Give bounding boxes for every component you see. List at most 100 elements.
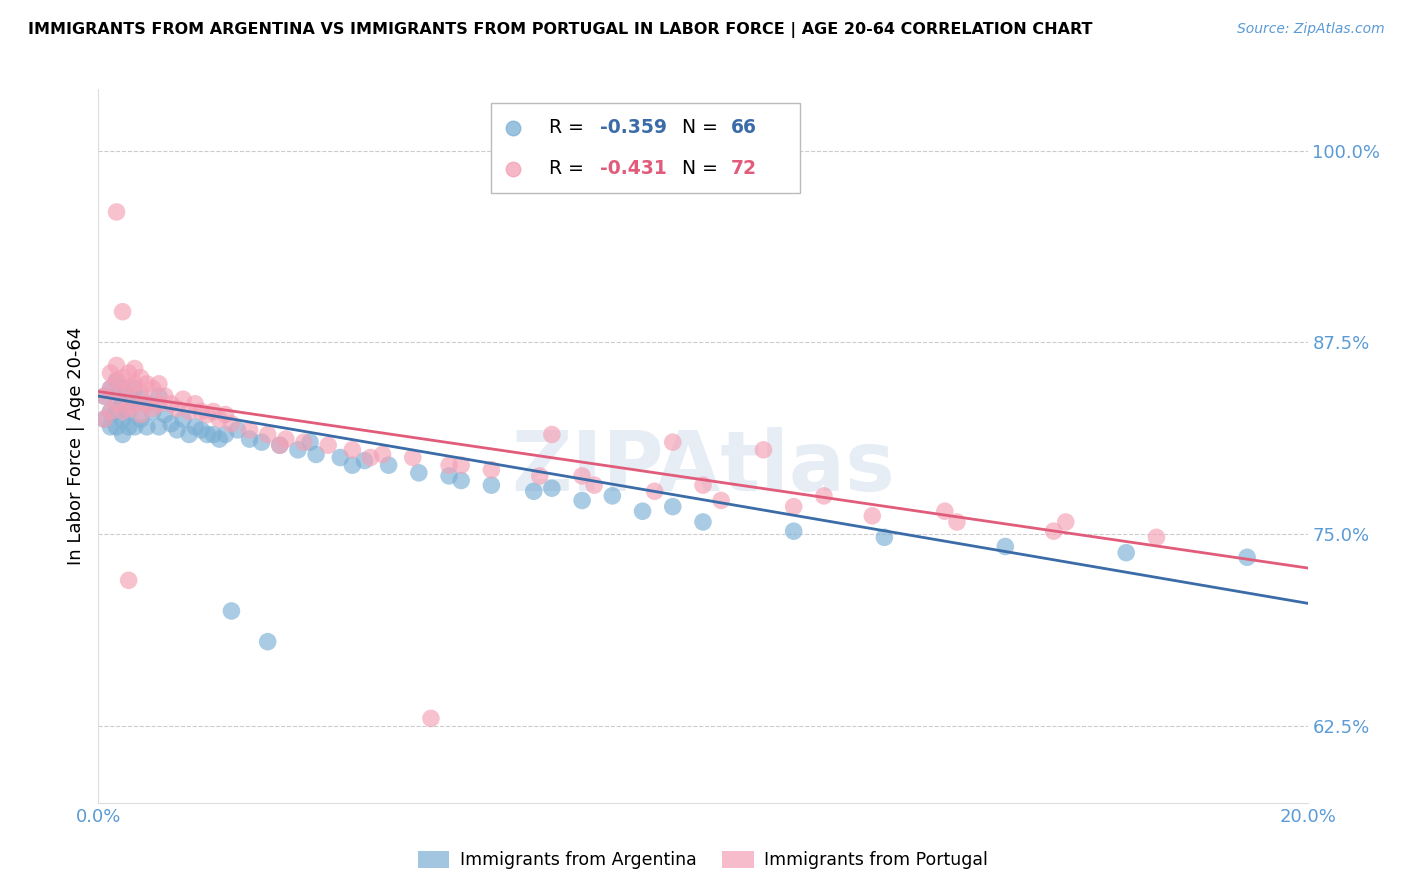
Point [148, 389, 170, 403]
Point [100, 419, 122, 434]
Point [250, 435, 273, 450]
Point [1115, 546, 1137, 560]
Point [195, 427, 218, 442]
Point [124, 397, 146, 411]
Point [118, 419, 141, 434]
Point [1236, 550, 1258, 565]
Text: 72: 72 [731, 159, 756, 178]
Point [329, 450, 352, 465]
Point [93, 412, 115, 426]
Text: -0.359: -0.359 [600, 118, 668, 137]
Point [142, 404, 165, 418]
Point [934, 504, 956, 518]
Point [202, 427, 225, 442]
Point [105, 205, 128, 219]
Point [135, 376, 157, 391]
Point [111, 304, 134, 318]
Point [166, 401, 188, 416]
Point [105, 397, 128, 411]
Point [195, 408, 218, 422]
Point [160, 417, 183, 431]
Text: 66: 66 [731, 118, 756, 137]
Point [692, 478, 714, 492]
Point [274, 432, 297, 446]
Point [226, 423, 249, 437]
Point [100, 404, 122, 418]
Point [124, 419, 146, 434]
Point [135, 397, 157, 411]
Point [124, 397, 146, 411]
Point [111, 404, 134, 418]
Point [124, 376, 146, 391]
Point [111, 412, 134, 426]
Point [692, 515, 714, 529]
Point [177, 427, 201, 442]
Point [93, 389, 115, 403]
Point [118, 381, 141, 395]
Point [118, 574, 141, 588]
Point [523, 484, 546, 499]
Point [111, 386, 134, 401]
Text: R =: R = [550, 159, 591, 178]
Point [377, 458, 399, 473]
Point [813, 489, 835, 503]
Point [142, 401, 165, 416]
Point [111, 370, 134, 384]
Point [299, 435, 322, 450]
Point [529, 469, 551, 483]
Text: IMMIGRANTS FROM ARGENTINA VS IMMIGRANTS FROM PORTUGAL IN LABOR FORCE | AGE 20-64: IMMIGRANTS FROM ARGENTINA VS IMMIGRANTS … [28, 22, 1092, 38]
Point [221, 604, 243, 618]
Point [214, 427, 236, 442]
Point [153, 408, 176, 422]
Point [135, 419, 157, 434]
Point [661, 435, 683, 450]
Point [105, 419, 128, 434]
Point [631, 504, 654, 518]
Point [202, 404, 225, 418]
Text: R =: R = [550, 118, 591, 137]
Point [93, 389, 115, 403]
Point [710, 493, 733, 508]
Text: -0.431: -0.431 [600, 159, 666, 178]
Point [111, 397, 134, 411]
Point [148, 376, 170, 391]
Point [437, 458, 460, 473]
Point [118, 401, 141, 416]
Point [782, 500, 804, 514]
Point [481, 463, 503, 477]
Point [316, 438, 339, 452]
Point [129, 370, 152, 384]
Text: N =: N = [682, 118, 724, 137]
Point [124, 381, 146, 395]
Point [644, 484, 666, 499]
Point [402, 450, 425, 465]
Point [1054, 515, 1077, 529]
Point [184, 419, 207, 434]
Y-axis label: In Labor Force | Age 20-64: In Labor Force | Age 20-64 [66, 326, 84, 566]
Point [353, 453, 375, 467]
Text: N =: N = [682, 159, 724, 178]
Point [111, 427, 134, 442]
Point [450, 458, 472, 473]
Point [129, 392, 152, 407]
Point [111, 381, 134, 395]
FancyBboxPatch shape [492, 103, 800, 193]
Text: ZIPAtlas: ZIPAtlas [510, 427, 896, 508]
Point [142, 381, 165, 395]
Point [860, 508, 883, 523]
Point [105, 374, 128, 388]
Point [1042, 524, 1064, 538]
Point [100, 404, 122, 418]
Point [269, 438, 291, 452]
Point [166, 423, 188, 437]
Point [602, 489, 624, 503]
Point [752, 442, 775, 457]
Point [177, 404, 201, 418]
Point [1144, 530, 1167, 544]
Point [661, 500, 683, 514]
Point [148, 419, 170, 434]
Point [946, 515, 969, 529]
Point [214, 408, 236, 422]
Point [221, 417, 243, 431]
Point [190, 423, 212, 437]
